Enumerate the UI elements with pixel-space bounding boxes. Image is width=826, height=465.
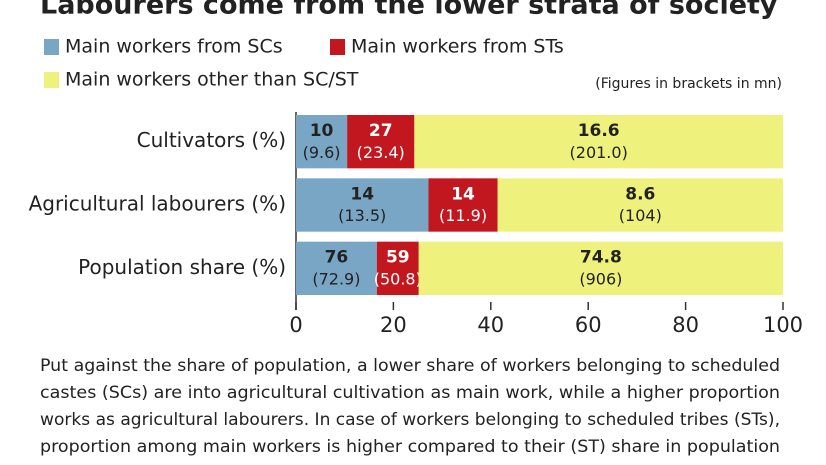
count-label: (9.6)	[303, 143, 341, 162]
legend-swatch	[330, 39, 345, 55]
y-tick-label: Agricultural labourers (%)	[29, 192, 286, 216]
share-label: 8.6	[625, 184, 655, 204]
legend-label: Main workers other than SC/ST	[65, 69, 359, 91]
bar-segment	[296, 178, 429, 232]
bar-segment	[347, 115, 415, 169]
bar-segment	[497, 178, 783, 232]
x-tick-label: 60	[575, 313, 602, 337]
share-label: 16.6	[578, 121, 620, 141]
share-label: 59	[386, 248, 410, 268]
bar-segment	[414, 115, 783, 169]
chart-title: Labourers come from the lower strata of …	[40, 0, 778, 21]
count-label: (201.0)	[570, 143, 628, 162]
legend-label: Main workers from STs	[351, 36, 564, 58]
bar-segment	[296, 115, 348, 169]
count-label: (23.4)	[357, 143, 405, 162]
caption-line: Put against the share of population, a l…	[40, 356, 780, 376]
count-label: (906)	[579, 270, 622, 289]
bar-segment	[428, 178, 498, 232]
share-label: 14	[350, 184, 374, 204]
legend-swatch	[44, 39, 59, 55]
bar-segment	[296, 241, 377, 295]
x-tick-label: 20	[380, 313, 407, 337]
x-tick-label: 80	[672, 313, 699, 337]
caption-line: proportion among main workers is higher …	[40, 437, 780, 457]
share-label: 14	[451, 184, 475, 204]
count-label: (11.9)	[439, 206, 487, 225]
bar-segment	[376, 241, 419, 295]
legend-label: Main workers from SCs	[65, 36, 283, 58]
note: (Figures in brackets in mn)	[595, 76, 782, 92]
count-label: (13.5)	[338, 206, 386, 225]
x-tick-label: 100	[763, 313, 803, 337]
share-label: 10	[310, 121, 334, 141]
count-label: (50.8)	[374, 270, 422, 289]
legend-swatch	[44, 72, 59, 88]
share-label: 74.8	[580, 248, 622, 268]
count-label: (104)	[619, 206, 662, 225]
share-label: 27	[369, 121, 393, 141]
y-tick-label: Cultivators (%)	[137, 128, 286, 152]
caption-line: works as agricultural labourers. In case…	[40, 410, 780, 430]
bar-segment	[418, 241, 783, 295]
caption-line: castes (SCs) are into agricultural culti…	[40, 383, 780, 403]
share-label: 76	[325, 248, 349, 268]
x-tick-label: 40	[477, 313, 504, 337]
y-tick-label: Population share (%)	[78, 255, 286, 279]
count-label: (72.9)	[312, 270, 360, 289]
x-tick-label: 0	[289, 313, 302, 337]
